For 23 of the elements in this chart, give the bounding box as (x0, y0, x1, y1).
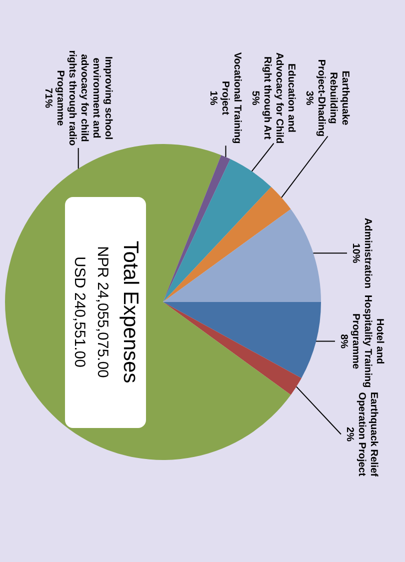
slice-label: Improving school environment and advocacy for child rights through radio Programme (54, 50, 114, 146)
data-label: 10% (350, 243, 361, 264)
slice-label: Administration (362, 218, 373, 288)
data-label: 5% (250, 90, 261, 106)
data-label: 2% (344, 427, 355, 442)
slice-label: Education and Advocacy for Child Right through Art (262, 52, 297, 144)
slice-label: Earthquack Relief Operation Project (356, 392, 379, 478)
data-label: 71% (42, 88, 54, 108)
data-label: 3% (304, 90, 315, 106)
pie-slice (163, 209, 321, 302)
text: USD 240,551.00 (71, 256, 88, 368)
slice-label: Hotel and Hospitality Training Programme (350, 294, 385, 388)
text: NPR 24,055,075.00 (94, 246, 111, 378)
pie-slice (163, 155, 230, 302)
pie-slice (163, 302, 321, 378)
pie-slice (163, 186, 291, 302)
slice-label: Earthquake Rebuilding Project-Dhading (316, 59, 351, 137)
data-label: 8% (338, 334, 349, 349)
pie-slice (163, 302, 302, 395)
slice-label: Vocational Training Project (220, 52, 243, 144)
text: Total Expenses (119, 240, 142, 384)
data-label: 1% (208, 90, 219, 106)
pie-slice (163, 159, 272, 302)
